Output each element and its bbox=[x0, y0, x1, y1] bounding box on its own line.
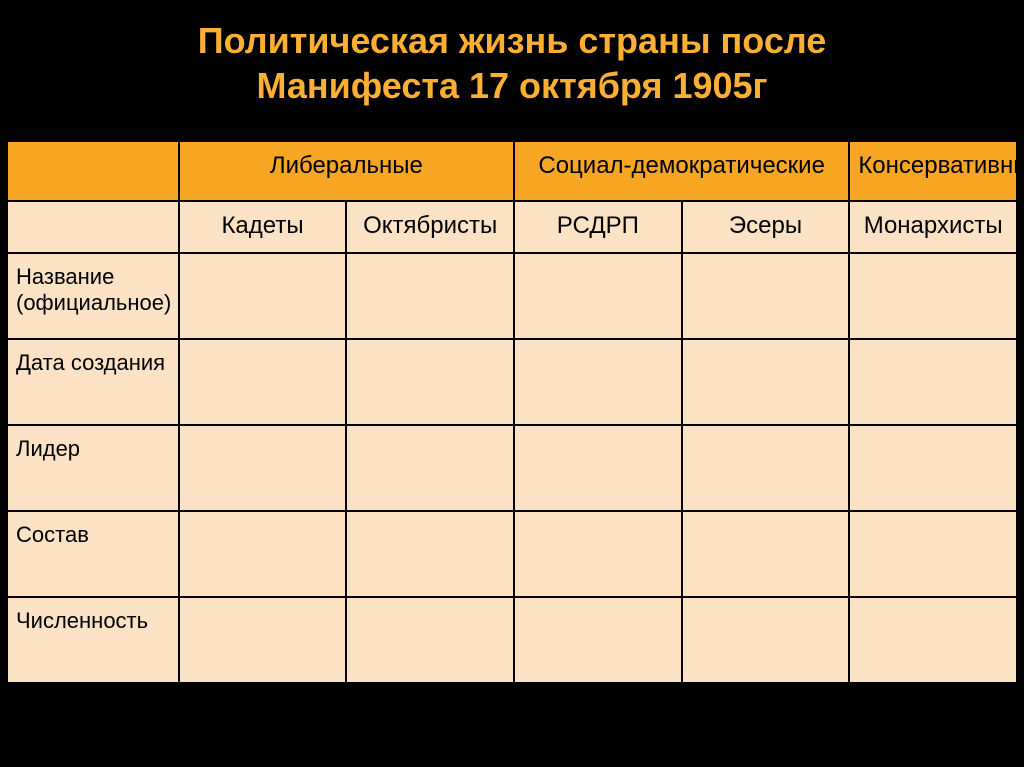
data-cell bbox=[179, 425, 347, 511]
data-cell bbox=[346, 425, 514, 511]
slide-title: Политическая жизнь страны после Манифест… bbox=[0, 0, 1024, 118]
group-header-cell: Социал-демократические bbox=[514, 141, 849, 201]
table-row: Дата создания bbox=[7, 339, 1017, 425]
parties-table-body: ЛиберальныеСоциал-демократическиеКонсерв… bbox=[7, 141, 1017, 683]
header-corner-cell bbox=[7, 141, 179, 201]
data-cell bbox=[682, 253, 850, 339]
data-cell bbox=[346, 597, 514, 683]
party-header-cell: Монархисты bbox=[849, 201, 1017, 253]
party-header-cell: РСДРП bbox=[514, 201, 682, 253]
row-header-cell: Название (официальное) bbox=[7, 253, 179, 339]
table-row: Состав bbox=[7, 511, 1017, 597]
data-cell bbox=[346, 339, 514, 425]
data-cell bbox=[346, 253, 514, 339]
parties-table: ЛиберальныеСоциал-демократическиеКонсерв… bbox=[6, 140, 1018, 684]
data-cell bbox=[682, 339, 850, 425]
data-cell bbox=[849, 425, 1017, 511]
subheader-corner-cell bbox=[7, 201, 179, 253]
row-header-cell: Дата создания bbox=[7, 339, 179, 425]
data-cell bbox=[514, 597, 682, 683]
data-cell bbox=[179, 253, 347, 339]
party-header-cell: Октябристы bbox=[346, 201, 514, 253]
title-line-1: Политическая жизнь страны после bbox=[40, 18, 984, 63]
table-header-row-parties: КадетыОктябристыРСДРПЭсерыМонархисты bbox=[7, 201, 1017, 253]
data-cell bbox=[514, 253, 682, 339]
data-cell bbox=[346, 511, 514, 597]
slide: Политическая жизнь страны после Манифест… bbox=[0, 0, 1024, 767]
table-row: Численность bbox=[7, 597, 1017, 683]
data-cell bbox=[682, 425, 850, 511]
data-cell bbox=[849, 511, 1017, 597]
data-cell bbox=[682, 511, 850, 597]
row-header-cell: Состав bbox=[7, 511, 179, 597]
data-cell bbox=[849, 597, 1017, 683]
title-line-2: Манифеста 17 октября 1905г bbox=[40, 63, 984, 108]
party-header-cell: Эсеры bbox=[682, 201, 850, 253]
data-cell bbox=[514, 511, 682, 597]
data-cell bbox=[682, 597, 850, 683]
row-header-cell: Лидер bbox=[7, 425, 179, 511]
table-row: Лидер bbox=[7, 425, 1017, 511]
data-cell bbox=[849, 339, 1017, 425]
group-header-cell: Либеральные bbox=[179, 141, 514, 201]
data-cell bbox=[514, 425, 682, 511]
party-header-cell: Кадеты bbox=[179, 201, 347, 253]
data-cell bbox=[179, 511, 347, 597]
table-row: Название (официальное) bbox=[7, 253, 1017, 339]
data-cell bbox=[849, 253, 1017, 339]
data-cell bbox=[514, 339, 682, 425]
group-header-cell: Консервативные bbox=[849, 141, 1017, 201]
row-header-cell: Численность bbox=[7, 597, 179, 683]
table-container: ЛиберальныеСоциал-демократическиеКонсерв… bbox=[0, 140, 1024, 684]
data-cell bbox=[179, 597, 347, 683]
table-header-row-groups: ЛиберальныеСоциал-демократическиеКонсерв… bbox=[7, 141, 1017, 201]
data-cell bbox=[179, 339, 347, 425]
